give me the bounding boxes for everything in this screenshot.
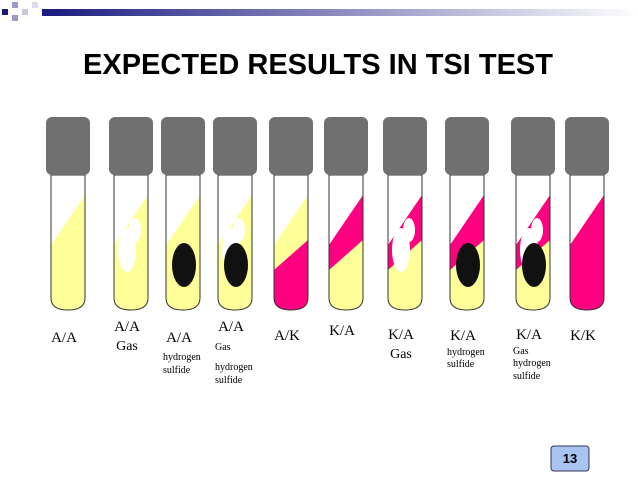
tube-outline	[569, 174, 605, 311]
tube: A/K	[269, 117, 313, 344]
precipitate	[456, 243, 480, 287]
tube-result: K/K	[570, 328, 596, 344]
tube-note: hydrogen	[513, 358, 551, 369]
tube: A/A Gas	[109, 117, 153, 354]
tube-note: sulfide	[513, 371, 541, 382]
tube-note: sulfide	[215, 375, 243, 386]
tube-note: hydrogen	[163, 352, 201, 363]
tube-cap	[213, 117, 257, 175]
precipitate	[172, 243, 196, 287]
tube-outline	[273, 174, 309, 311]
tube-cap	[46, 117, 90, 175]
tube-note: hydrogen	[447, 347, 485, 358]
butt	[329, 240, 363, 310]
tube-cap	[269, 117, 313, 175]
tube: K/A	[324, 117, 368, 339]
tube-outline	[113, 174, 149, 311]
tube-cap	[511, 117, 555, 175]
tube-cap	[109, 117, 153, 175]
tube-outline	[50, 174, 86, 311]
gas	[233, 218, 245, 242]
tube-result: K/A	[388, 327, 414, 343]
tube-result: K/A	[450, 328, 476, 344]
butt	[570, 240, 604, 310]
tube: A/A	[46, 117, 90, 346]
tube-outline	[515, 174, 551, 311]
tube-outline	[328, 174, 364, 311]
precipitate	[522, 243, 546, 287]
tube-result: K/A	[329, 323, 355, 339]
tube-cap	[565, 117, 609, 175]
page-number-box	[550, 445, 590, 472]
decoration	[2, 2, 638, 21]
butt	[388, 240, 422, 310]
butt	[51, 240, 85, 310]
tube-result: A/A	[166, 330, 192, 346]
tube-result: K/A	[516, 327, 542, 343]
tube-cap	[383, 117, 427, 175]
tube-result: A/A	[114, 319, 140, 335]
tube-outline	[387, 174, 423, 311]
tube-note: sulfide	[447, 359, 475, 370]
butt	[274, 240, 308, 310]
tube-cap	[324, 117, 368, 175]
tube-cap	[445, 117, 489, 175]
tube-note: sulfide	[163, 365, 191, 376]
tube-note: Gas	[116, 339, 138, 354]
tube-result: A/K	[274, 328, 300, 344]
tube-result: A/A	[51, 330, 77, 346]
tube-note: hydrogen	[215, 362, 253, 373]
tube: K/A Gas	[383, 117, 427, 362]
tube-outline	[217, 174, 253, 311]
butt	[114, 240, 148, 310]
tube: A/A Gas hydrogen sulfide	[213, 117, 257, 386]
tube-note: Gas	[215, 342, 231, 353]
tubes: A/AA/AGasA/AhydrogensulfideA/AGashydroge…	[46, 117, 609, 386]
tube-note: Gas	[513, 346, 529, 357]
tube-note: Gas	[390, 347, 412, 362]
tube-cap	[161, 117, 205, 175]
slide-title: EXPECTED RESULTS IN TSI TEST	[83, 49, 553, 81]
tube-outline	[165, 174, 201, 311]
tube-result: A/A	[218, 319, 244, 335]
tube: A/A hydrogen sulfide	[161, 117, 205, 376]
gas	[129, 218, 141, 242]
gas	[403, 218, 415, 242]
tube: K/K	[565, 117, 609, 344]
page-number: 13	[563, 451, 577, 466]
precipitate	[224, 243, 248, 287]
tube-outline	[449, 174, 485, 311]
gas	[531, 218, 543, 242]
